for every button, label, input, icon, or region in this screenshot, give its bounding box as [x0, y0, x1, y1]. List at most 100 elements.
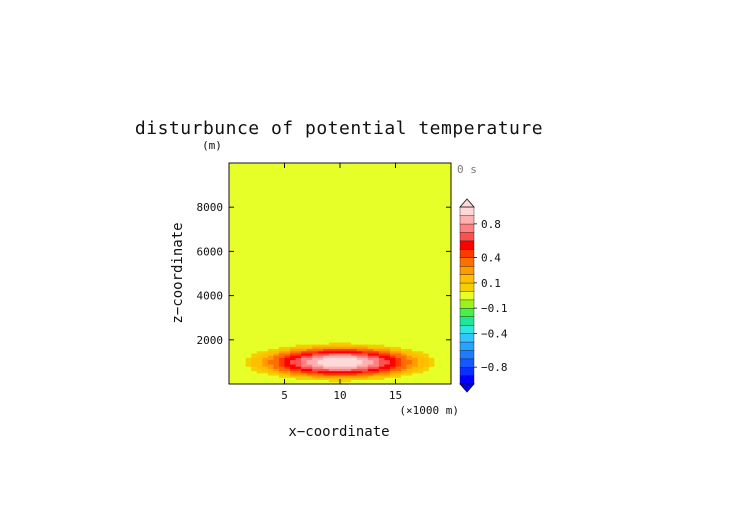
field-cell — [312, 182, 319, 186]
field-cell — [245, 311, 252, 314]
field-cell — [323, 165, 330, 168]
field-cell — [345, 288, 352, 292]
field-cell — [389, 375, 396, 378]
field-cell — [417, 216, 424, 219]
field-cell — [273, 348, 280, 352]
field-cell — [401, 246, 407, 250]
field-cell — [406, 229, 413, 232]
field-cell — [256, 368, 263, 372]
field-cell — [389, 280, 396, 283]
colorbar-band — [459, 248, 475, 258]
field-cell — [262, 198, 269, 201]
field-cell — [273, 200, 280, 204]
field-cell — [306, 222, 313, 226]
field-cell — [334, 262, 341, 266]
field-cell — [245, 353, 252, 356]
field-cell — [284, 235, 291, 239]
field-cell — [423, 169, 430, 173]
field-cell — [278, 353, 285, 356]
y-tick-label: 2000 — [197, 334, 224, 347]
field-cell — [423, 337, 430, 341]
colorbar-label: −0.8 — [481, 361, 508, 374]
field-cell — [445, 304, 452, 308]
field-cell — [323, 253, 330, 257]
field-cell — [229, 231, 235, 235]
field-cell — [240, 264, 247, 268]
field-cell — [251, 233, 258, 237]
field-cell — [295, 169, 302, 173]
field-cell — [428, 174, 435, 177]
field-cell — [234, 235, 241, 239]
field-cell — [345, 297, 352, 301]
field-cell — [284, 370, 291, 374]
field-cell — [401, 302, 407, 305]
field-cell — [278, 368, 285, 372]
field-cell — [389, 182, 396, 186]
field-cell — [395, 379, 402, 383]
field-cell — [240, 200, 247, 204]
field-cell — [434, 180, 441, 184]
field-cell — [362, 337, 369, 341]
field-cell — [423, 249, 430, 252]
field-cell — [340, 381, 346, 385]
field-cell — [306, 311, 313, 314]
field-cell — [245, 171, 252, 175]
colorbar-band — [459, 316, 475, 326]
field-cell — [351, 211, 358, 215]
field-cell — [234, 346, 241, 350]
field-cell — [240, 233, 247, 237]
field-cell — [345, 167, 352, 171]
field-cell — [345, 330, 352, 334]
field-cell — [373, 185, 380, 188]
field-cell — [378, 346, 385, 350]
field-cell — [345, 163, 352, 166]
field-cell — [412, 171, 419, 175]
field-cell — [317, 335, 324, 338]
field-cell — [378, 282, 385, 285]
field-cell — [240, 339, 247, 343]
field-cell — [256, 227, 263, 230]
field-cell — [434, 344, 441, 347]
field-cell — [312, 308, 319, 312]
field-cell — [406, 306, 413, 310]
field-cell — [256, 229, 263, 232]
field-cell — [439, 293, 446, 296]
field-cell — [229, 218, 235, 221]
field-cell — [445, 233, 452, 237]
field-cell — [395, 253, 402, 257]
field-cell — [439, 269, 446, 272]
field-cell — [312, 249, 319, 252]
field-cell — [423, 253, 430, 257]
field-cell — [256, 207, 263, 210]
field-cell — [423, 233, 430, 237]
field-cell — [367, 218, 374, 221]
field-cell — [428, 381, 435, 385]
field-cell — [356, 262, 363, 266]
field-cell — [373, 300, 380, 303]
field-cell — [367, 235, 374, 239]
field-cell — [267, 249, 274, 252]
field-cell — [423, 196, 430, 199]
field-cell — [290, 377, 296, 380]
field-cell — [323, 348, 330, 352]
field-cell — [367, 364, 374, 367]
field-cell — [251, 189, 258, 193]
field-cell — [334, 213, 341, 217]
field-cell — [356, 282, 363, 285]
field-cell — [234, 169, 241, 173]
field-cell — [373, 379, 380, 383]
field-cell — [389, 313, 396, 316]
field-cell — [278, 196, 285, 199]
field-cell — [328, 282, 335, 285]
field-cell — [245, 235, 252, 239]
field-cell — [356, 372, 363, 376]
field-cell — [328, 220, 335, 224]
field-cell — [301, 187, 308, 190]
field-cell — [395, 207, 402, 210]
field-cell — [267, 238, 274, 241]
field-cell — [356, 229, 363, 232]
field-cell — [428, 282, 435, 285]
field-cell — [256, 251, 263, 255]
field-cell — [234, 277, 241, 281]
field-cell — [434, 233, 441, 237]
